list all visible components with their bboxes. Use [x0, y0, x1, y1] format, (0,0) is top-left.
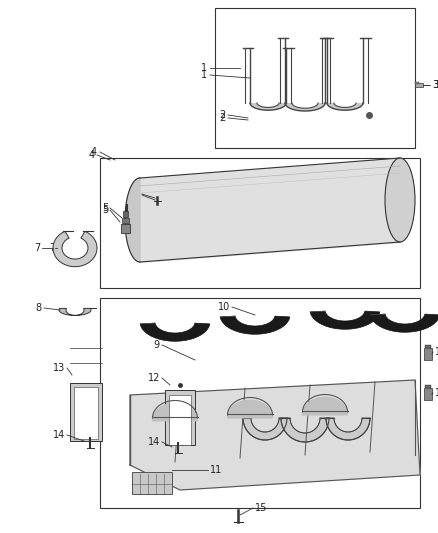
Polygon shape	[326, 418, 370, 440]
Text: 16: 16	[435, 347, 438, 357]
Bar	[215, 8, 415, 148]
Polygon shape	[243, 418, 287, 440]
Bar	[74, 387, 98, 439]
Text: 11: 11	[210, 465, 222, 475]
Polygon shape	[140, 323, 210, 341]
Polygon shape	[227, 400, 272, 418]
Text: 7: 7	[34, 243, 40, 253]
Polygon shape	[250, 103, 286, 110]
Polygon shape	[327, 103, 363, 110]
Polygon shape	[370, 314, 438, 332]
Bar	[415, 82, 419, 84]
Polygon shape	[130, 380, 420, 490]
Text: 4: 4	[91, 147, 97, 157]
Polygon shape	[303, 397, 347, 415]
Bar	[123, 211, 128, 217]
Text: 10: 10	[218, 302, 230, 312]
Polygon shape	[285, 103, 325, 111]
Bar	[424, 348, 432, 360]
Polygon shape	[59, 309, 91, 316]
Text: 12: 12	[148, 373, 160, 383]
Text: 5: 5	[102, 203, 108, 213]
Bar	[100, 158, 420, 288]
Bar	[169, 395, 191, 445]
Text: 13: 13	[53, 363, 65, 373]
Bar	[121, 224, 130, 233]
Bar	[415, 83, 423, 87]
Polygon shape	[220, 316, 290, 334]
Text: 7: 7	[49, 243, 55, 253]
Text: 1: 1	[201, 63, 207, 73]
Text: 2: 2	[219, 110, 225, 120]
Text: 2: 2	[219, 113, 225, 123]
Text: 3: 3	[433, 80, 438, 90]
Polygon shape	[310, 311, 380, 329]
Bar	[100, 298, 420, 508]
Text: 14: 14	[148, 437, 160, 447]
Text: 15: 15	[255, 503, 267, 513]
Text: 8: 8	[36, 303, 42, 313]
Text: 3: 3	[432, 80, 438, 90]
Bar	[70, 383, 102, 441]
Bar	[424, 388, 432, 400]
Text: 16: 16	[435, 388, 438, 398]
Text: 14: 14	[53, 430, 65, 440]
Text: 4: 4	[89, 150, 95, 160]
Bar	[425, 385, 431, 388]
Text: 9: 9	[154, 340, 160, 350]
Bar	[132, 472, 172, 494]
Bar	[122, 218, 129, 223]
Polygon shape	[152, 403, 198, 421]
Bar	[425, 345, 431, 348]
Polygon shape	[53, 231, 97, 266]
Bar	[165, 390, 195, 445]
Polygon shape	[125, 178, 140, 262]
Text: 5: 5	[102, 205, 108, 215]
Text: 6: 6	[134, 189, 140, 199]
Text: 1: 1	[201, 70, 207, 80]
Polygon shape	[281, 418, 329, 442]
Text: 6: 6	[134, 190, 140, 200]
Ellipse shape	[385, 158, 415, 242]
